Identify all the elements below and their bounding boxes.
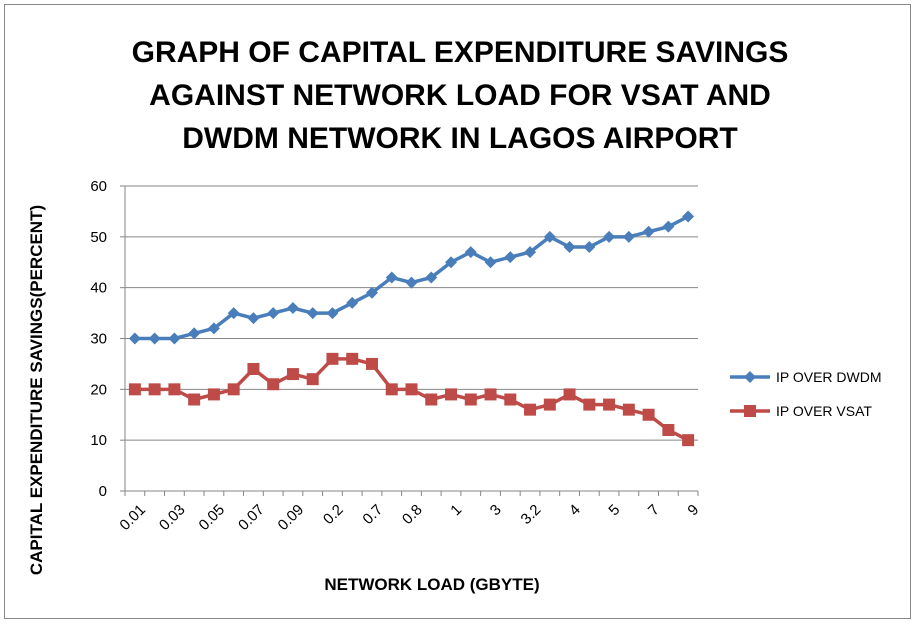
data-point — [682, 434, 695, 447]
data-point — [128, 383, 141, 396]
data-point — [642, 225, 655, 238]
data-point — [227, 307, 240, 320]
data-point — [326, 352, 339, 365]
legend-item: IP OVER VSAT — [730, 403, 872, 419]
data-point — [563, 241, 576, 253]
data-point — [563, 388, 576, 401]
data-point — [306, 373, 319, 386]
legend-label: IP OVER VSAT — [776, 403, 872, 419]
y-tick-label: 50 — [90, 229, 107, 246]
data-point — [662, 220, 675, 233]
data-point — [445, 256, 458, 269]
data-point — [247, 363, 260, 375]
data-point — [247, 312, 260, 325]
data-point — [207, 322, 220, 335]
data-point — [603, 230, 616, 243]
data-point — [128, 332, 141, 345]
x-axis-label: NETWORK LOAD (GBYTE) — [324, 575, 539, 594]
series — [128, 352, 695, 447]
y-tick-label: 60 — [90, 178, 107, 195]
chart-title-line: AGAINST NETWORK LOAD FOR VSAT AND — [149, 79, 771, 112]
data-point — [543, 398, 556, 411]
data-point — [168, 332, 181, 345]
data-point — [365, 357, 378, 370]
y-tick-label: 10 — [90, 432, 107, 449]
data-point — [286, 302, 299, 314]
data-point — [207, 388, 220, 401]
data-point — [524, 246, 537, 259]
data-point — [583, 398, 596, 411]
chart-border — [4, 4, 911, 619]
data-point — [464, 393, 477, 406]
data-point — [642, 408, 655, 421]
data-point — [306, 307, 319, 320]
data-point — [622, 403, 635, 416]
y-tick-label: 30 — [90, 331, 107, 348]
chart-title-line: GRAPH OF CAPITAL EXPENDITURE SAVINGS — [132, 36, 789, 69]
data-point — [445, 388, 458, 401]
data-point — [148, 383, 161, 396]
data-point — [148, 332, 161, 345]
data-point — [286, 368, 299, 381]
data-point — [622, 230, 635, 243]
data-point — [543, 230, 556, 243]
data-point — [583, 241, 596, 253]
y-tick-label: 0 — [99, 483, 107, 500]
chart-title: GRAPH OF CAPITAL EXPENDITURE SAVINGS AGAI… — [132, 36, 789, 155]
data-point — [405, 383, 418, 396]
data-point — [267, 307, 280, 320]
y-axis-label: CAPITAL EXPENDITURE SAVINGS(PERCENT) — [27, 205, 46, 575]
data-point — [168, 383, 181, 396]
data-point — [464, 246, 477, 259]
data-point — [524, 403, 537, 416]
data-point — [425, 393, 438, 406]
data-point — [346, 296, 359, 309]
series — [128, 210, 695, 345]
data-point — [385, 271, 398, 284]
legend-label: IP OVER DWDM — [776, 369, 882, 385]
data-point — [188, 327, 201, 340]
data-point — [227, 383, 240, 396]
data-point — [385, 383, 398, 396]
data-point — [484, 388, 497, 401]
data-point — [346, 352, 359, 365]
data-point — [603, 398, 616, 411]
data-point — [484, 256, 497, 269]
data-point — [365, 286, 378, 299]
data-point — [425, 271, 438, 284]
chart-title-line: DWDM NETWORK IN LAGOS AIRPORT — [182, 122, 738, 155]
data-point — [188, 393, 201, 406]
y-tick-label: 20 — [90, 381, 107, 398]
data-point — [662, 424, 675, 436]
data-point — [504, 251, 517, 264]
data-point — [682, 210, 695, 223]
data-point — [267, 378, 280, 391]
data-point — [504, 393, 517, 406]
legend-item: IP OVER DWDM — [730, 369, 882, 385]
y-tick-label: 40 — [90, 280, 107, 297]
legend-marker — [744, 405, 756, 417]
data-point — [326, 307, 339, 320]
legend-marker — [744, 371, 756, 383]
data-point — [405, 276, 418, 289]
